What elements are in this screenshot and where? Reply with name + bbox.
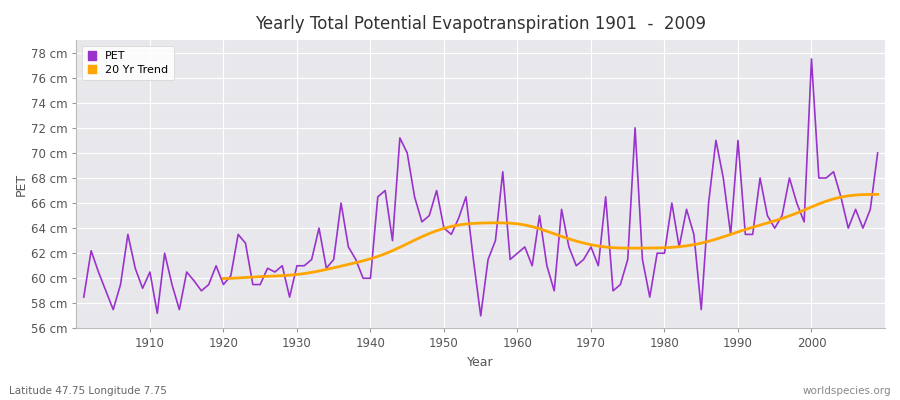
- PET: [872, 150, 883, 155]
- Line: 20 Yr Trend: 20 Yr Trend: [223, 194, 878, 278]
- Text: Latitude 47.75 Longitude 7.75: Latitude 47.75 Longitude 7.75: [9, 386, 166, 396]
- 20 Yr Trend: [762, 220, 773, 225]
- 20 Yr Trend: [674, 244, 685, 249]
- PET: [343, 244, 354, 249]
- PET: [608, 288, 618, 293]
- 20 Yr Trend: [842, 194, 853, 198]
- 20 Yr Trend: [872, 192, 883, 197]
- Legend: PET, 20 Yr Trend: PET, 20 Yr Trend: [82, 46, 174, 80]
- PET: [806, 56, 817, 61]
- Title: Yearly Total Potential Evapotranspiration 1901  -  2009: Yearly Total Potential Evapotranspiratio…: [256, 15, 706, 33]
- PET: [475, 314, 486, 318]
- PET: [137, 286, 148, 291]
- 20 Yr Trend: [218, 276, 229, 281]
- Y-axis label: PET: PET: [15, 173, 28, 196]
- 20 Yr Trend: [777, 216, 788, 221]
- 20 Yr Trend: [417, 234, 428, 239]
- X-axis label: Year: Year: [467, 356, 494, 369]
- PET: [512, 251, 523, 256]
- Line: PET: PET: [84, 59, 878, 316]
- PET: [78, 295, 89, 300]
- Text: worldspecies.org: worldspecies.org: [803, 386, 891, 396]
- PET: [299, 263, 310, 268]
- PET: [519, 244, 530, 249]
- 20 Yr Trend: [306, 270, 317, 275]
